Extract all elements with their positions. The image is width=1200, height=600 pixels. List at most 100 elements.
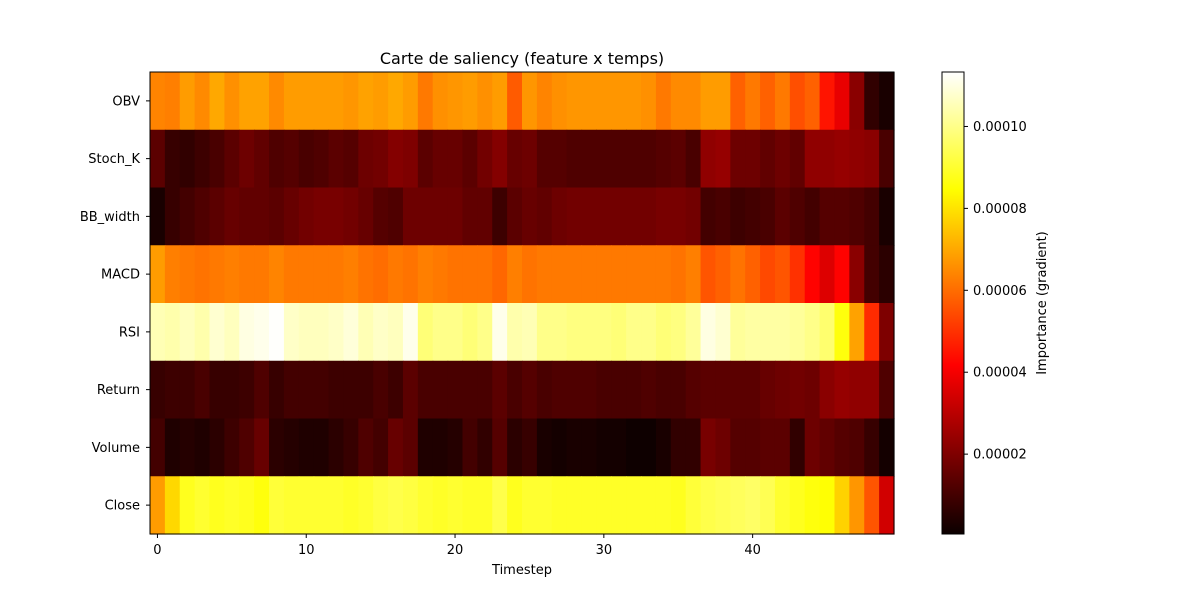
heatmap-cell — [313, 129, 330, 189]
heatmap-cell — [834, 418, 850, 477]
heatmap-cell — [164, 72, 181, 131]
heatmap-cell — [298, 187, 315, 246]
heatmap-cell — [358, 418, 374, 477]
heatmap-cell — [328, 360, 345, 420]
heatmap-cell — [745, 187, 761, 246]
heatmap-cell — [269, 303, 285, 362]
heatmap-cell — [536, 303, 553, 362]
heatmap-cell — [522, 418, 538, 477]
heatmap-cell — [581, 476, 597, 535]
heatmap-cell — [730, 476, 746, 535]
heatmap-cell — [536, 245, 553, 304]
heatmap-cell — [849, 360, 865, 420]
heatmap-cell — [432, 245, 449, 304]
heatmap-cell — [179, 303, 196, 362]
heatmap-cell — [462, 187, 478, 246]
heatmap-cell — [849, 245, 865, 304]
heatmap-cell — [626, 72, 642, 131]
heatmap-cell — [402, 360, 419, 420]
heatmap-cell — [774, 129, 791, 189]
heatmap-cell — [789, 187, 806, 246]
heatmap-cell — [283, 360, 300, 420]
heatmap-cell — [164, 245, 181, 304]
heatmap-cell — [209, 72, 225, 131]
heatmap-cell — [239, 360, 255, 420]
heatmap-cell — [566, 245, 583, 304]
heatmap-cell — [164, 418, 181, 477]
heatmap-cell — [774, 245, 791, 304]
heatmap-cell — [611, 476, 627, 535]
heatmap-cell — [626, 187, 642, 246]
heatmap-cell — [596, 360, 612, 420]
heatmap-cell — [224, 360, 240, 420]
heatmap-cell — [789, 476, 806, 535]
heatmap-cell — [789, 303, 806, 362]
heatmap-cell — [879, 303, 895, 362]
heatmap-cell — [551, 129, 568, 189]
heatmap-cell — [522, 360, 538, 420]
heatmap-cell — [462, 476, 478, 535]
heatmap-cell — [730, 360, 746, 420]
heatmap-cell — [447, 360, 464, 420]
heatmap-cell — [774, 303, 791, 362]
heatmap-cell — [670, 303, 687, 362]
heatmap-cell — [224, 72, 240, 131]
heatmap-cell — [789, 418, 806, 477]
heatmap-cell — [819, 303, 836, 362]
heatmap-cell — [522, 303, 538, 362]
heatmap-cell — [388, 418, 404, 477]
heatmap-cell — [402, 418, 419, 477]
heatmap-cell — [239, 303, 255, 362]
heatmap-cell — [700, 129, 717, 189]
heatmap-cell — [551, 418, 568, 477]
heatmap-cell — [388, 476, 404, 535]
heatmap-cell — [685, 476, 702, 535]
heatmap-cell — [581, 418, 597, 477]
heatmap-cell — [655, 476, 672, 535]
heatmap-cell — [343, 360, 359, 420]
heatmap-cell — [715, 476, 731, 535]
heatmap-cell — [715, 129, 731, 189]
heatmap-cell — [760, 72, 776, 131]
heatmap-cell — [879, 245, 895, 304]
heatmap-cell — [596, 418, 612, 477]
heatmap-cell — [745, 303, 761, 362]
heatmap-cell — [730, 129, 746, 189]
heatmap-cell — [432, 360, 449, 420]
heatmap-cell — [328, 129, 345, 189]
heatmap-cell — [239, 418, 255, 477]
plot-frame — [149, 71, 895, 535]
heatmap-cell — [745, 129, 761, 189]
heatmap-cell — [417, 476, 434, 535]
heatmap-cell — [417, 245, 434, 304]
heatmap-cell — [611, 360, 627, 420]
heatmap-cell — [507, 360, 523, 420]
y-tick-label: Close — [105, 499, 140, 514]
heatmap-cell — [819, 187, 836, 246]
heatmap-cell — [388, 72, 404, 131]
heatmap-cell — [194, 360, 211, 420]
y-tick-label: RSI — [119, 325, 140, 340]
heatmap-cell — [700, 360, 717, 420]
heatmap-cell — [313, 360, 330, 420]
heatmap-cell — [626, 360, 642, 420]
heatmap-cell — [507, 418, 523, 477]
heatmap-cell — [328, 303, 345, 362]
heatmap-cell — [834, 360, 850, 420]
heatmap-cell — [254, 360, 270, 420]
colorbar-label: Importance (gradient) — [1035, 231, 1050, 375]
heatmap-cell — [462, 303, 478, 362]
heatmap-cell — [655, 360, 672, 420]
heatmap-cell — [670, 418, 687, 477]
heatmap-cell — [432, 129, 449, 189]
heatmap-cell — [209, 418, 225, 477]
heatmap-cell — [343, 418, 359, 477]
heatmap-cell — [611, 72, 627, 131]
x-tick-label: 10 — [298, 543, 315, 558]
heatmap-cell — [477, 245, 493, 304]
heatmap-cell — [789, 245, 806, 304]
heatmap-cell — [388, 303, 404, 362]
heatmap-cell — [670, 187, 687, 246]
heatmap-cell — [849, 476, 865, 535]
heatmap-cell — [313, 245, 330, 304]
